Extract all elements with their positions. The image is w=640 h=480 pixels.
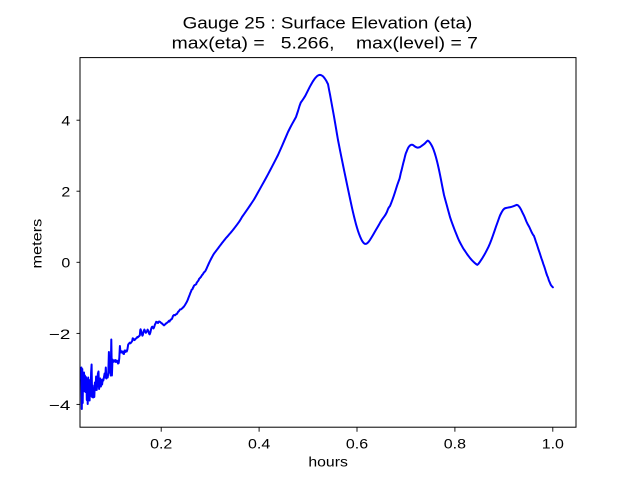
svg-text:0.2: 0.2 [150,436,172,452]
svg-text:1.0: 1.0 [542,436,564,452]
svg-text:2: 2 [61,185,70,201]
svg-text:−4: −4 [49,398,70,413]
svg-text:0: 0 [61,256,70,272]
svg-text:0.6: 0.6 [346,436,368,452]
svg-text:hours: hours [308,455,347,470]
svg-text:meters: meters [30,218,46,268]
svg-text:0.8: 0.8 [444,436,466,452]
svg-text:max(eta) = 5.266, max(lev: max(eta) = 5.266, max(level) = 7 [172,34,478,52]
svg-text:−2: −2 [49,327,70,342]
svg-text:Gauge 25 : Surface Elevation (: Gauge 25 : Surface Elevation (eta) [183,14,473,33]
svg-text:4: 4 [61,114,70,130]
svg-text:0.4: 0.4 [248,436,270,452]
